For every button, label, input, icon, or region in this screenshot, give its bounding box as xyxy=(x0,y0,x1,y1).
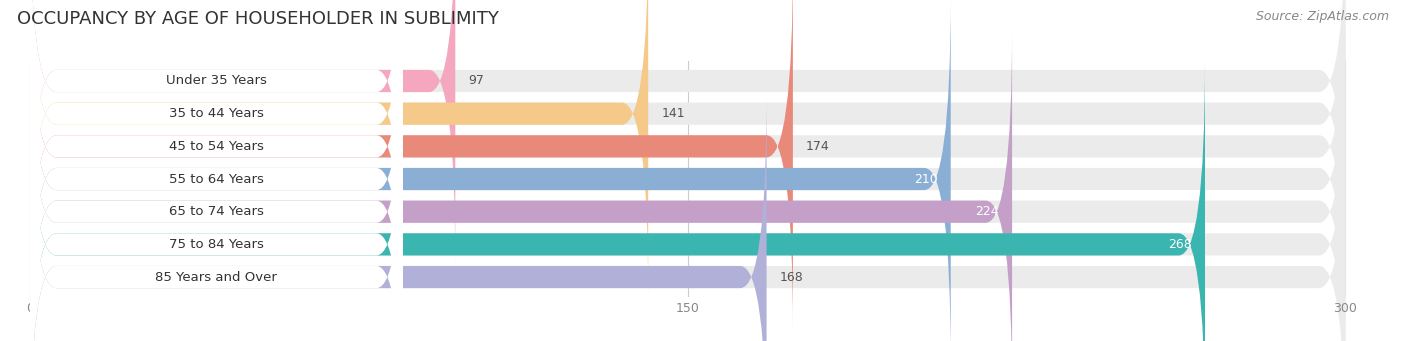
Text: Source: ZipAtlas.com: Source: ZipAtlas.com xyxy=(1256,10,1389,23)
Text: 85 Years and Over: 85 Years and Over xyxy=(156,270,277,284)
Text: 75 to 84 Years: 75 to 84 Years xyxy=(169,238,264,251)
Text: 210: 210 xyxy=(914,173,938,186)
FancyBboxPatch shape xyxy=(30,27,402,341)
FancyBboxPatch shape xyxy=(30,59,402,341)
Text: Under 35 Years: Under 35 Years xyxy=(166,74,267,88)
Text: 224: 224 xyxy=(976,205,998,218)
FancyBboxPatch shape xyxy=(30,0,456,266)
FancyBboxPatch shape xyxy=(30,0,402,341)
FancyBboxPatch shape xyxy=(30,92,1346,341)
FancyBboxPatch shape xyxy=(30,0,1346,266)
Text: OCCUPANCY BY AGE OF HOUSEHOLDER IN SUBLIMITY: OCCUPANCY BY AGE OF HOUSEHOLDER IN SUBLI… xyxy=(17,10,499,28)
Text: 268: 268 xyxy=(1168,238,1192,251)
FancyBboxPatch shape xyxy=(30,0,1346,331)
Text: 45 to 54 Years: 45 to 54 Years xyxy=(169,140,264,153)
FancyBboxPatch shape xyxy=(30,0,648,299)
FancyBboxPatch shape xyxy=(30,0,1346,341)
FancyBboxPatch shape xyxy=(30,0,402,299)
Text: 65 to 74 Years: 65 to 74 Years xyxy=(169,205,264,218)
FancyBboxPatch shape xyxy=(30,59,1346,341)
Text: 168: 168 xyxy=(780,270,803,284)
FancyBboxPatch shape xyxy=(30,27,1012,341)
FancyBboxPatch shape xyxy=(30,27,1346,341)
FancyBboxPatch shape xyxy=(30,0,793,331)
Text: 35 to 44 Years: 35 to 44 Years xyxy=(169,107,264,120)
FancyBboxPatch shape xyxy=(30,0,402,266)
FancyBboxPatch shape xyxy=(30,92,766,341)
FancyBboxPatch shape xyxy=(30,0,950,341)
Text: 174: 174 xyxy=(806,140,830,153)
Text: 97: 97 xyxy=(468,74,484,88)
FancyBboxPatch shape xyxy=(30,0,402,331)
Text: 55 to 64 Years: 55 to 64 Years xyxy=(169,173,264,186)
FancyBboxPatch shape xyxy=(30,59,1205,341)
FancyBboxPatch shape xyxy=(30,0,1346,299)
FancyBboxPatch shape xyxy=(30,92,402,341)
Text: 141: 141 xyxy=(661,107,685,120)
